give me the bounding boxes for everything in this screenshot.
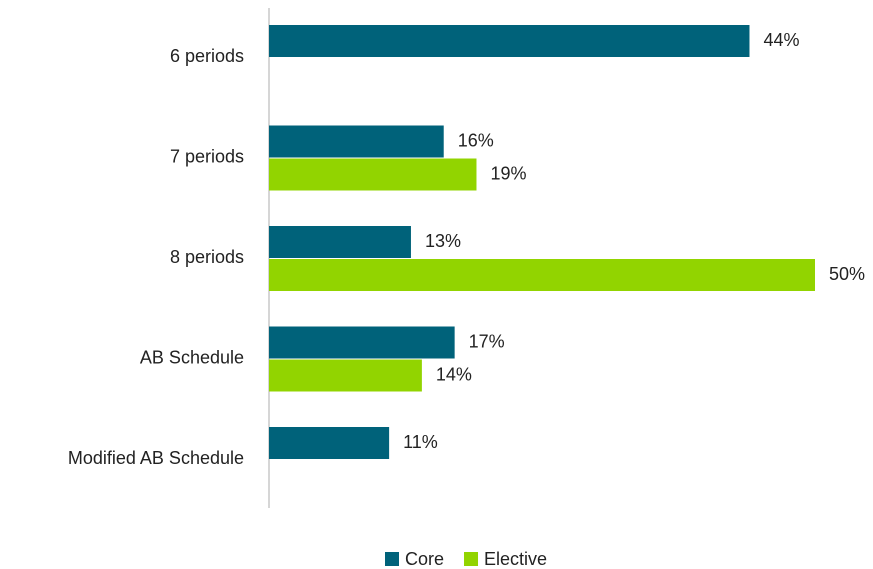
bar xyxy=(269,158,477,191)
value-label: 19% xyxy=(490,163,526,183)
legend-swatch xyxy=(385,552,399,566)
bar xyxy=(269,359,422,392)
category-label: Modified AB Schedule xyxy=(68,448,244,468)
legend-label: Core xyxy=(405,549,444,569)
legend-label: Elective xyxy=(484,549,547,569)
category-label: AB Schedule xyxy=(140,347,244,367)
category-label: 8 periods xyxy=(170,247,244,267)
value-label: 50% xyxy=(829,264,865,284)
value-label: 44% xyxy=(763,30,799,50)
bar xyxy=(269,125,444,158)
bar xyxy=(269,226,411,258)
bar xyxy=(269,326,455,359)
value-label: 16% xyxy=(458,130,494,150)
bar xyxy=(269,259,815,291)
bar xyxy=(269,25,750,57)
value-label: 14% xyxy=(436,364,472,384)
category-label: 6 periods xyxy=(170,46,244,66)
legend-swatch xyxy=(464,552,479,566)
value-label: 11% xyxy=(403,432,438,452)
value-label: 17% xyxy=(469,331,505,351)
bar xyxy=(269,427,390,459)
value-label: 13% xyxy=(425,231,461,251)
category-label: 7 periods xyxy=(170,146,244,166)
